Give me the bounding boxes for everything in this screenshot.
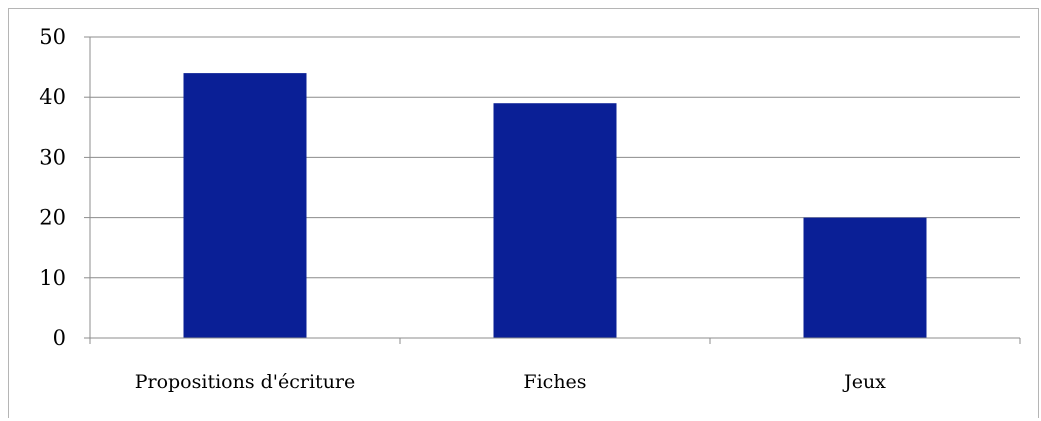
chart-frame: [8, 8, 1039, 418]
y-tick-label: 10: [39, 266, 66, 290]
y-tick-label: 50: [39, 25, 66, 49]
bar-1: [493, 103, 617, 338]
y-tick-label: 30: [39, 145, 66, 169]
bars: [183, 73, 927, 339]
x-category-label: Jeux: [842, 371, 886, 393]
x-category-label: Propositions d'écriture: [135, 371, 356, 393]
x-category-labels: Propositions d'écriture Fiches Jeux: [135, 371, 886, 393]
axes: [89, 37, 1021, 344]
y-tick-labels: 0 10 20 30 40 50: [39, 25, 66, 350]
y-tick-label: 0: [53, 326, 66, 350]
y-tick-label: 20: [39, 206, 66, 230]
y-tick-label: 40: [39, 85, 66, 109]
bar-0: [183, 73, 307, 339]
bar-2: [803, 217, 927, 338]
x-category-label: Fiches: [523, 371, 586, 393]
